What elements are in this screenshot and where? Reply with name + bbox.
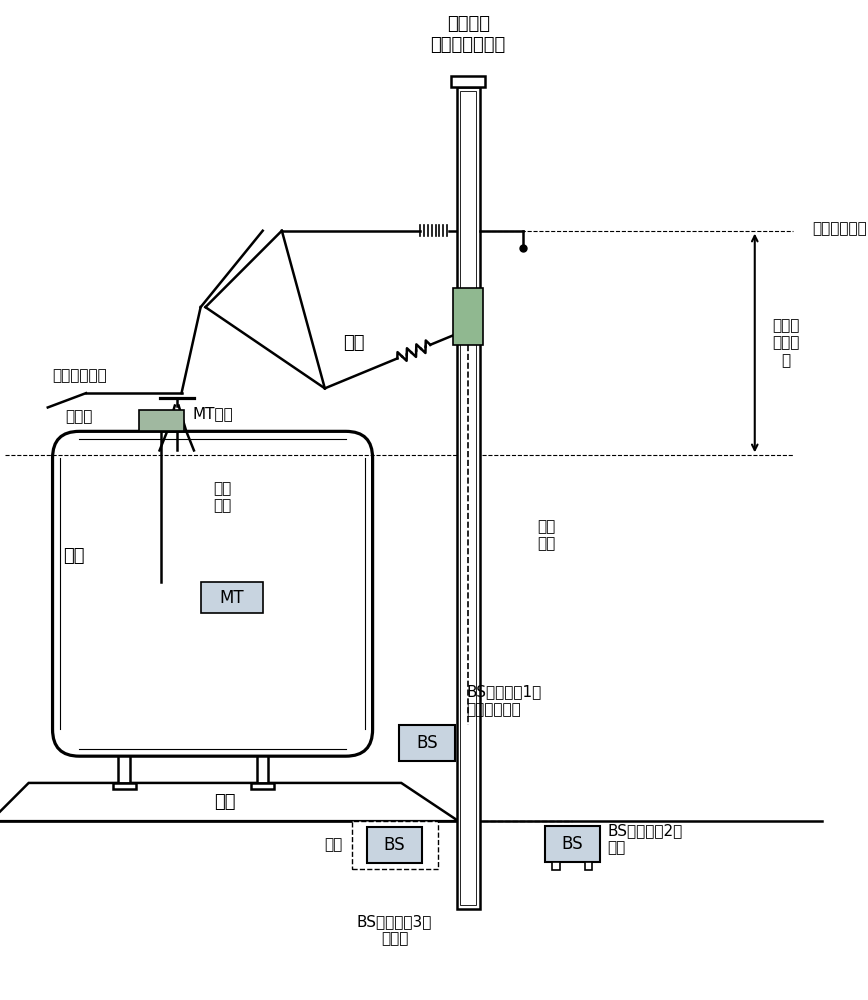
Bar — [257, 756, 268, 783]
Bar — [113, 783, 135, 789]
Text: 受电弓: 受电弓 — [65, 410, 92, 425]
Bar — [461, 91, 476, 905]
Text: BS安装位置1：
电气化杆下部: BS安装位置1： 电气化杆下部 — [466, 685, 542, 717]
Bar — [251, 783, 274, 789]
Bar — [139, 410, 184, 431]
Bar — [367, 827, 423, 863]
Text: BS: BS — [384, 836, 405, 854]
Bar — [201, 582, 263, 613]
Text: 射频
馈线: 射频 馈线 — [537, 519, 556, 551]
Text: BS: BS — [417, 734, 437, 752]
Text: 接触网回流线: 接触网回流线 — [812, 221, 867, 236]
Bar — [118, 756, 130, 783]
Bar — [399, 725, 455, 761]
Text: 天线可
安装范
围: 天线可 安装范 围 — [772, 318, 799, 368]
Bar — [585, 862, 592, 870]
Bar — [457, 87, 480, 909]
Text: 接触网供电线: 接触网供电线 — [53, 368, 108, 383]
Text: 沟道: 沟道 — [324, 838, 342, 853]
Text: MT天线: MT天线 — [192, 406, 233, 421]
Bar — [453, 288, 483, 345]
Text: MT: MT — [220, 589, 244, 607]
Text: 列车: 列车 — [62, 547, 84, 565]
FancyBboxPatch shape — [53, 431, 372, 756]
Bar — [352, 821, 437, 869]
Text: BS安装位置2：
地面: BS安装位置2： 地面 — [608, 823, 683, 855]
Bar — [552, 862, 560, 870]
Bar — [451, 76, 485, 87]
Text: 路基: 路基 — [214, 793, 235, 811]
Polygon shape — [0, 783, 458, 821]
Text: 射频
馈线: 射频 馈线 — [213, 481, 231, 513]
Bar — [544, 826, 600, 862]
Text: BS: BS — [562, 835, 583, 853]
Text: 天线: 天线 — [343, 334, 365, 352]
Text: BS安装位置3：
沟道内: BS安装位置3： 沟道内 — [357, 914, 432, 946]
Text: 轨旁支柱
（接触网支柱）: 轨旁支柱 （接触网支柱） — [431, 15, 506, 54]
